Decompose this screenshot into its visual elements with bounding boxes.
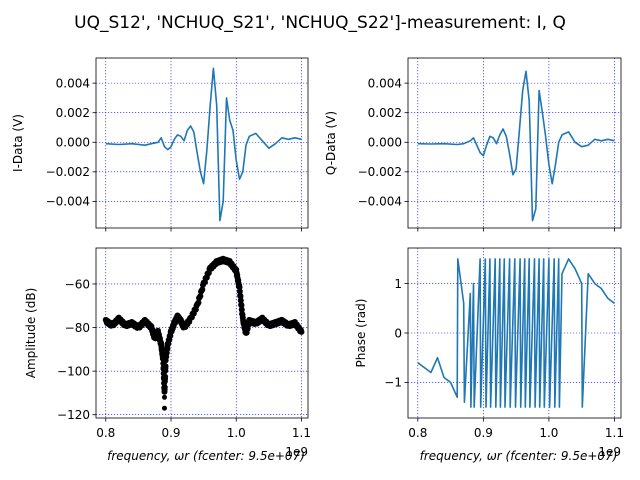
series-i-line [105,67,302,222]
amplitude-point [298,328,305,335]
amplitude-point [161,394,167,400]
y-tick-label: −0.002 [46,165,90,179]
y-axis-label: I-Data (V) [11,114,25,172]
y-tick-label: 1 [394,277,402,291]
y-tick-label: −0.004 [358,195,402,209]
x-axis-label: frequency, ωr (fcenter: 9.5e+07) [107,449,305,463]
x-tick-label: 1.0 [539,426,558,440]
x-tick-label: 0.8 [408,426,427,440]
y-axis-label: Q-Data (V) [324,111,338,175]
amplitude-point [199,286,206,293]
figure-title: UQ_S12', 'NCHUQ_S21', 'NCHUQ_S22']-measu… [74,13,566,33]
y-tick-label: −100 [57,364,90,378]
x-axis-label: frequency, ωr (fcenter: 9.5e+07) [420,449,618,463]
y-axis-label: Amplitude (dB) [24,288,38,379]
amplitude-point [197,293,204,300]
subplot-phase: 0.8 0.9 1.0 1.1 −1 0 1 Phase (rad) frequency, ωr… [354,247,624,463]
series-q-line [417,70,615,222]
y-tick-label: −0.002 [358,165,402,179]
x-tick-label: 1.0 [227,426,246,440]
amplitude-point [162,373,169,380]
y-tick-label: −120 [57,408,90,422]
axes-frame [95,247,309,419]
axes-frame [95,57,309,229]
x-offset-label: 1e9 [285,445,308,459]
y-tick-label: 0 [394,326,402,340]
axes-frame [407,57,622,229]
y-tick-label: 0.000 [56,136,90,150]
amplitude-point [161,405,167,411]
amplitude-point [161,384,168,391]
subplot-q-data: −0.004 −0.002 0.000 0.002 0.004 Q-Data (V) [324,57,622,232]
y-tick-label: 0.004 [56,76,90,90]
x-tick-label: 1.1 [292,426,311,440]
amplitude-point [162,363,169,370]
amplitude-point [195,299,202,306]
x-tick-label: 0.8 [96,426,115,440]
y-tick-label: 0.002 [56,106,90,120]
y-tick-label: 0.000 [368,136,402,150]
amplitude-point [161,379,167,385]
y-tick-label: −0.004 [46,195,90,209]
x-tick-label: 0.9 [474,426,493,440]
subplot-amplitude: 0.8 0.9 1.0 1.1 −120 −100 −80 −60 Amplitude (dB)… [24,247,311,463]
y-tick-label: 0.002 [368,106,402,120]
y-axis-label: Phase (rad) [354,299,368,368]
y-tick-label: −1 [384,376,402,390]
series-amplitude [102,255,305,411]
x-tick-label: 0.9 [161,426,180,440]
series-phase-line [417,258,615,408]
y-tick-label: 0.004 [368,76,402,90]
amplitude-point [161,368,167,374]
subplot-i-data: −0.004 −0.002 0.000 0.002 0.004 I-Data (V) [11,57,309,232]
x-offset-label: 1e9 [598,445,621,459]
x-tick-label: 1.1 [605,426,624,440]
y-tick-label: −60 [65,277,90,291]
y-tick-label: −80 [65,321,90,335]
